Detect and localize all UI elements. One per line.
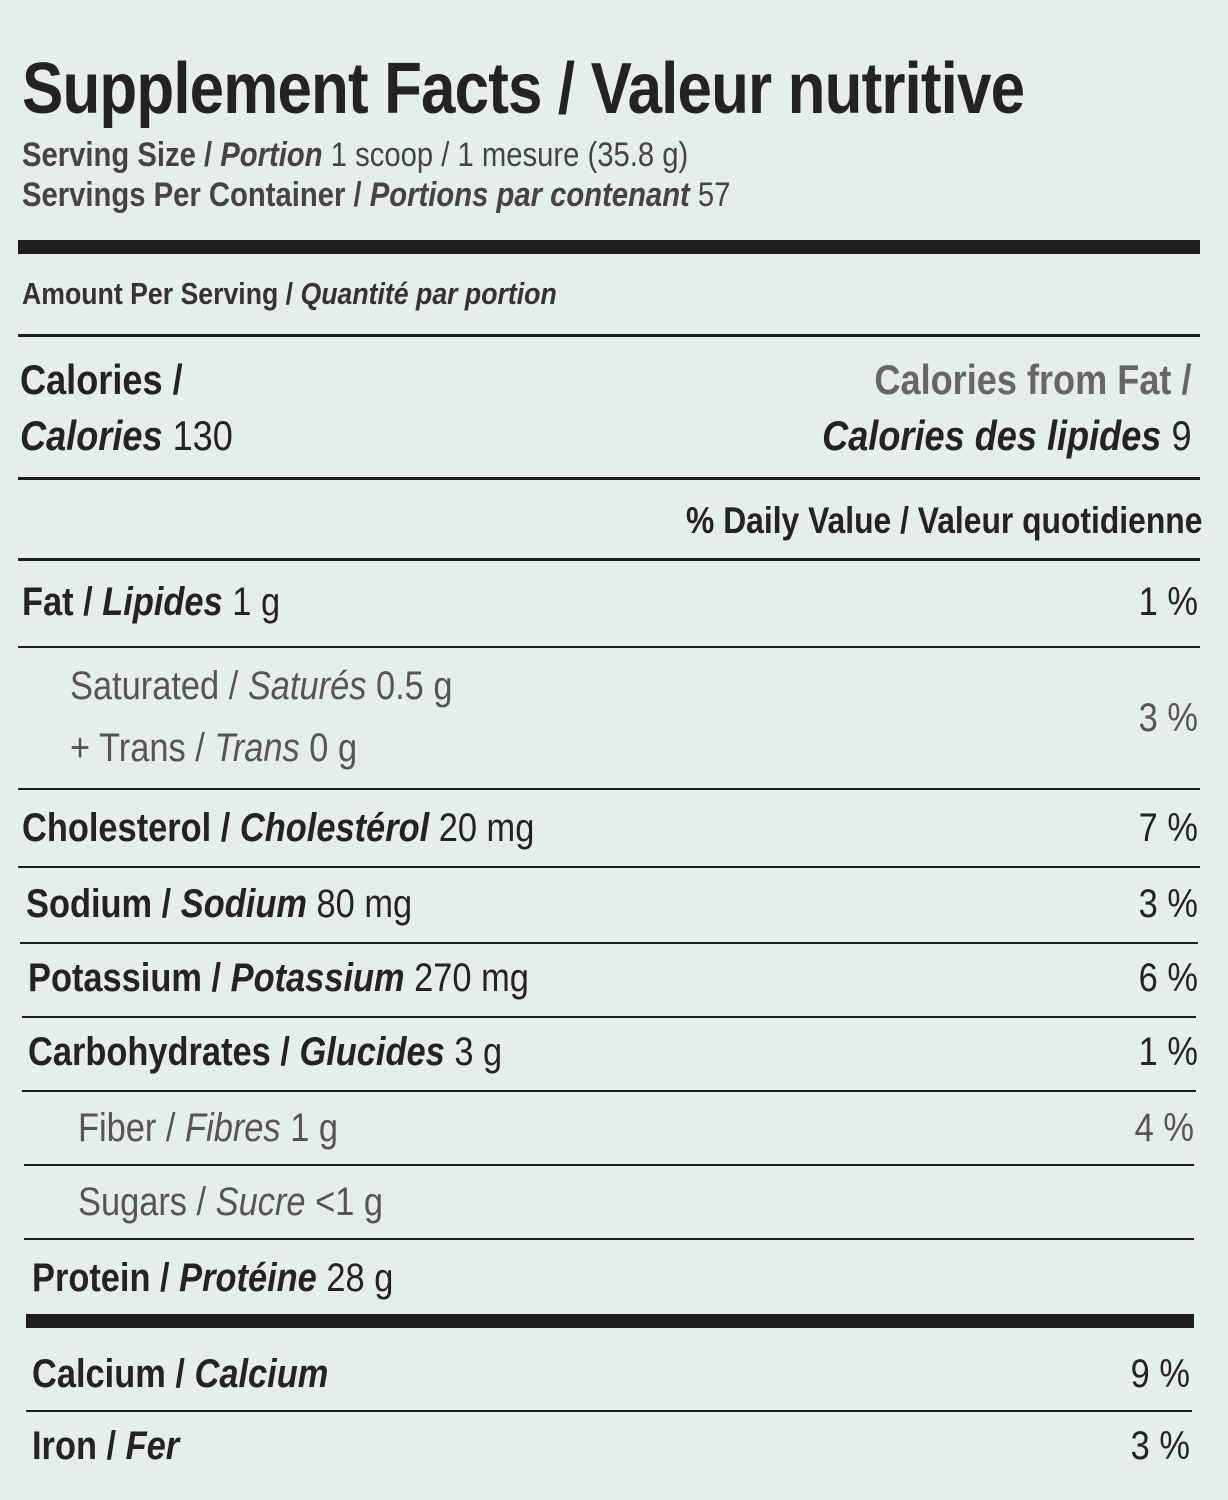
- nutrient-amount: 20 mg: [429, 806, 535, 850]
- nutrient-amount: 0.5 g: [366, 664, 453, 708]
- calories-fat-label-fr: Calories des lipides: [822, 412, 1162, 459]
- nutrient-name-fr: Calcium: [194, 1352, 329, 1396]
- daily-value: 6 %: [1138, 956, 1198, 1000]
- nutrient-row-trans: + Trans / Trans 0 g: [70, 726, 1198, 771]
- servings-label-fr: Portions par contenant: [369, 176, 690, 214]
- divider: [24, 1238, 1194, 1240]
- servings-per-container: Servings Per Container / Portions par co…: [22, 176, 846, 215]
- serving-size-label-fr: Portion: [220, 136, 323, 174]
- nutrient-name-fr: Saturés: [247, 664, 367, 708]
- nutrient-name: Cholesterol /: [22, 806, 240, 850]
- nutrient-amount: 1 g: [280, 1106, 339, 1150]
- nutrient-name: Calcium /: [32, 1352, 195, 1396]
- nutrient-name-fr: Lipides: [102, 580, 223, 624]
- nutrient-row-fiber: Fiber / Fibres 1 g 4 %: [78, 1106, 1194, 1151]
- divider: [22, 1090, 1196, 1092]
- daily-value: 3 %: [1138, 882, 1198, 926]
- servings-label: Servings Per Container /: [22, 176, 370, 214]
- nutrient-row-cholesterol: Cholesterol / Cholestérol 20 mg 7 %: [22, 806, 1198, 851]
- thick-divider: [26, 1314, 1194, 1328]
- nutrient-row-protein: Protein / Protéine 28 g: [32, 1256, 1198, 1301]
- nutrient-name-fr: Cholestérol: [239, 806, 430, 850]
- nutrient-row-fat: Fat / Lipides 1 g 1 %: [22, 580, 1198, 625]
- nutrient-row-calcium: Calcium / Calcium 9 %: [32, 1352, 1190, 1397]
- calories-value: 130: [162, 412, 233, 459]
- nutrient-name-fr: Sodium: [180, 882, 307, 926]
- nutrient-row-sodium: Sodium / Sodium 80 mg 3 %: [26, 882, 1198, 927]
- divider: [22, 1016, 1196, 1018]
- nutrient-name: Sugars /: [78, 1180, 216, 1224]
- nutrient-name-fr: Sucre: [215, 1180, 306, 1224]
- daily-value-saturated: 3 %: [1138, 696, 1198, 740]
- amount-per-serving: Amount Per Serving / Quantité par portio…: [22, 276, 644, 312]
- nutrient-row-sugars: Sugars / Sucre <1 g: [78, 1180, 1198, 1225]
- nutrient-row-saturated: Saturated / Saturés 0.5 g: [70, 664, 1198, 709]
- label-title: Supplement Facts / Valeur nutritive: [22, 48, 1187, 130]
- calories-fat-value: 9: [1161, 412, 1192, 459]
- nutrient-name-fr: Protéine: [179, 1256, 317, 1300]
- daily-value: 9 %: [1130, 1352, 1190, 1396]
- calories-from-fat: Calories from Fat / Calories des lipides …: [762, 352, 1192, 464]
- calories: Calories / Calories 130: [20, 352, 268, 464]
- divider: [18, 334, 1200, 337]
- nutrient-amount: 0 g: [299, 726, 358, 770]
- divider: [18, 788, 1200, 790]
- nutrient-amount: 1 g: [222, 580, 281, 624]
- calories-fat-label: Calories from Fat /: [874, 356, 1192, 403]
- divider: [24, 1164, 1194, 1166]
- divider: [18, 646, 1200, 648]
- nutrient-name: Fat /: [22, 580, 103, 624]
- nutrient-name-fr: Fibres: [185, 1106, 281, 1150]
- nutrient-name-fr: Trans: [214, 726, 300, 770]
- amount-label-fr: Quantité par portion: [300, 276, 557, 311]
- nutrient-amount: 3 g: [444, 1030, 503, 1074]
- daily-value: 1 %: [1138, 1030, 1198, 1074]
- divider: [20, 942, 1198, 944]
- nutrient-name: Carbohydrates /: [28, 1030, 300, 1074]
- nutrient-name: Protein /: [32, 1256, 180, 1300]
- nutrient-name: Iron /: [32, 1424, 126, 1468]
- daily-value: 3 %: [1130, 1424, 1190, 1468]
- serving-size-label: Serving Size /: [22, 136, 221, 174]
- nutrient-row-carbohydrates: Carbohydrates / Glucides 3 g 1 %: [28, 1030, 1198, 1075]
- divider: [18, 477, 1200, 480]
- nutrient-row-potassium: Potassium / Potassium 270 mg 6 %: [28, 956, 1198, 1001]
- title-text: Supplement Facts / Valeur nutritive: [22, 49, 1025, 129]
- daily-value: 4 %: [1134, 1106, 1194, 1150]
- servings-value: 57: [689, 176, 731, 214]
- divider: [18, 558, 1200, 561]
- daily-value-text: % Daily Value / Valeur quotidienne: [685, 500, 1202, 541]
- daily-value: 7 %: [1138, 806, 1198, 850]
- nutrient-amount: 270 mg: [404, 956, 529, 1000]
- divider: [26, 1410, 1192, 1412]
- calories-label: Calories /: [20, 356, 183, 403]
- divider: [18, 866, 1200, 868]
- nutrient-name: Fiber /: [78, 1106, 186, 1150]
- nutrient-name-fr: Potassium: [230, 956, 405, 1000]
- nutrient-name-fr: Fer: [125, 1424, 180, 1468]
- nutrient-amount: 28 g: [316, 1256, 394, 1300]
- nutrient-name: Sodium /: [26, 882, 181, 926]
- nutrient-name: Saturated /: [70, 664, 248, 708]
- daily-value: 1 %: [1138, 580, 1198, 624]
- nutrient-name-fr: Glucides: [299, 1030, 445, 1074]
- nutrient-amount: <1 g: [305, 1180, 384, 1224]
- amount-label: Amount Per Serving /: [22, 276, 301, 311]
- serving-size: Serving Size / Portion 1 scoop / 1 mesur…: [22, 136, 797, 175]
- daily-value-header: % Daily Value / Valeur quotidienne: [602, 500, 1202, 542]
- calories-label-fr: Calories: [20, 412, 163, 459]
- serving-size-value: 1 scoop / 1 mesure (35.8 g): [322, 136, 689, 174]
- nutrient-row-iron: Iron / Fer 3 %: [32, 1424, 1190, 1469]
- nutrient-name: + Trans /: [70, 726, 215, 770]
- nutrient-name: Potassium /: [28, 956, 231, 1000]
- nutrient-amount: 80 mg: [306, 882, 413, 926]
- thick-divider: [18, 240, 1200, 254]
